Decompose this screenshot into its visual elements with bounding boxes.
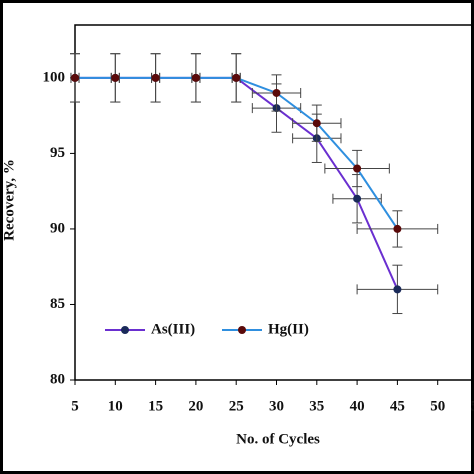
x-tick-label: 30 bbox=[269, 398, 284, 414]
marker bbox=[151, 73, 160, 82]
y-tick-label: 80 bbox=[50, 371, 65, 387]
x-tick-label: 45 bbox=[390, 398, 405, 414]
marker bbox=[353, 194, 362, 203]
x-tick-label: 55 bbox=[471, 398, 474, 414]
marker bbox=[111, 73, 120, 82]
x-tick-label: 10 bbox=[108, 398, 123, 414]
x-tick-label: 50 bbox=[430, 398, 445, 414]
marker bbox=[232, 73, 241, 82]
legend-marker bbox=[121, 326, 129, 334]
y-tick-label: 85 bbox=[50, 296, 65, 312]
legend-label: Hg(II) bbox=[268, 321, 309, 337]
marker bbox=[272, 88, 281, 97]
x-tick-label: 20 bbox=[188, 398, 203, 414]
y-tick-label: 100 bbox=[43, 69, 66, 85]
x-tick-label: 35 bbox=[309, 398, 324, 414]
y-tick-label: 95 bbox=[50, 145, 65, 161]
x-tick-label: 40 bbox=[350, 398, 365, 414]
x-tick-label: 25 bbox=[229, 398, 244, 414]
x-axis-label: No. of Cycles bbox=[236, 431, 320, 447]
marker bbox=[312, 119, 321, 128]
legend-label: As(III) bbox=[151, 321, 195, 337]
marker bbox=[393, 285, 402, 294]
x-tick-label: 15 bbox=[148, 398, 163, 414]
marker bbox=[393, 224, 402, 233]
legend-marker bbox=[238, 326, 246, 334]
x-tick-label: 5 bbox=[71, 398, 79, 414]
series-line bbox=[75, 76, 399, 290]
marker bbox=[353, 164, 362, 173]
y-axis-label: Recovery, % bbox=[1, 159, 17, 241]
marker bbox=[71, 73, 79, 82]
y-tick-label: 90 bbox=[50, 220, 65, 236]
marker bbox=[191, 73, 200, 82]
